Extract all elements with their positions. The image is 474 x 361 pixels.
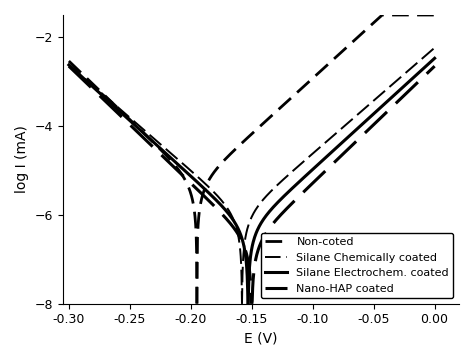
Line: Nano-HAP coated: Nano-HAP coated	[69, 66, 252, 304]
Silane Chemically coated	[135, 122, 140, 126]
Nano-HAP coated	[249, 301, 255, 306]
Nano-HAP coated	[199, 192, 205, 196]
Nano-HAP coated	[138, 134, 144, 138]
Non-coted	[146, 136, 152, 141]
Y-axis label: log I (mA): log I (mA)	[15, 125, 29, 193]
Nano-HAP coated	[66, 64, 72, 68]
Silane Electrochem. coated	[179, 166, 184, 170]
Silane Chemically coated	[87, 81, 92, 85]
Line: Non-coted: Non-coted	[69, 61, 197, 304]
Silane Electrochem. coated	[88, 82, 93, 87]
Non-coted	[158, 148, 164, 152]
Silane Electrochem. coated	[124, 116, 130, 120]
Nano-HAP coated	[88, 85, 94, 90]
Silane Electrochem. coated	[196, 182, 202, 186]
Silane Chemically coated	[175, 157, 181, 161]
X-axis label: E (V): E (V)	[244, 332, 278, 346]
Non-coted	[159, 149, 165, 153]
Silane Chemically coated	[122, 112, 128, 116]
Nano-HAP coated	[126, 121, 131, 126]
Silane Electrochem. coated	[66, 63, 72, 67]
Non-coted	[108, 99, 113, 103]
Silane Chemically coated	[66, 62, 72, 67]
Nano-HAP coated	[198, 191, 204, 195]
Non-coted	[66, 59, 72, 63]
Nano-HAP coated	[181, 174, 187, 179]
Non-coted	[82, 74, 87, 78]
Legend: Non-coted, Silane Chemically coated, Silane Electrochem. coated, Nano-HAP coated: Non-coted, Silane Chemically coated, Sil…	[261, 232, 454, 298]
Silane Electrochem. coated	[195, 181, 201, 185]
Silane Chemically coated	[191, 171, 197, 175]
Silane Chemically coated	[239, 301, 245, 306]
Line: Silane Chemically coated: Silane Chemically coated	[69, 65, 242, 304]
Line: Silane Electrochem. coated: Silane Electrochem. coated	[69, 65, 248, 304]
Silane Chemically coated	[192, 172, 198, 176]
Silane Electrochem. coated	[245, 301, 251, 306]
Non-coted	[117, 108, 122, 112]
Silane Electrochem. coated	[137, 127, 143, 132]
Non-coted	[194, 301, 200, 306]
